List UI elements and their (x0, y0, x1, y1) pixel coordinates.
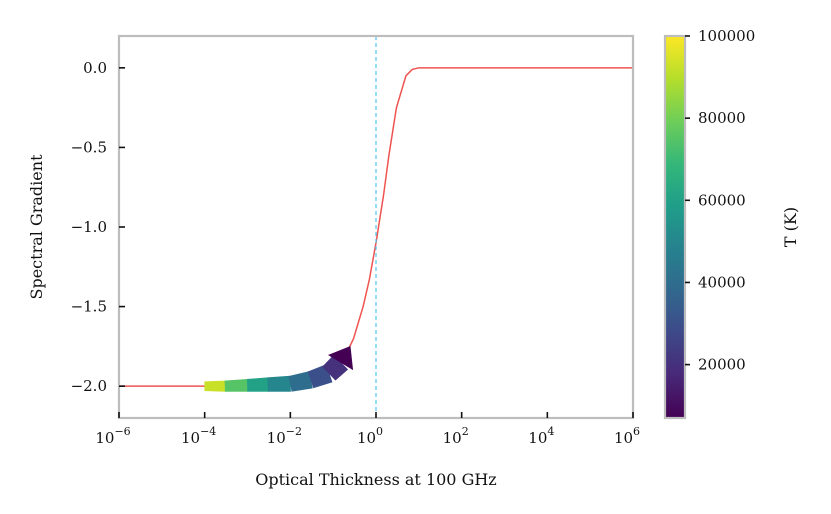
y-tick-label: −1.5 (71, 298, 107, 316)
colorbar-tick-label: 60000 (698, 191, 746, 209)
x-axis-label: Optical Thickness at 100 GHz (255, 470, 496, 489)
y-tick-label: −2.0 (71, 377, 107, 395)
x-tick-label: 102 (443, 425, 469, 447)
colorbar-tick-label: 80000 (698, 109, 746, 127)
arrow-segment (224, 378, 249, 392)
arrow-segment (204, 380, 226, 392)
arrow-segment (267, 375, 291, 392)
y-tick-label: −1.0 (71, 218, 107, 236)
y-axis-label: Spectral Gradient (27, 154, 46, 300)
x-tick-label: 10−4 (181, 425, 216, 447)
y-tick-label: −0.5 (71, 138, 107, 156)
colorbar-tick-label: 20000 (698, 356, 746, 374)
y-tick-label: 0.0 (83, 59, 107, 77)
x-tick-label: 100 (357, 425, 383, 447)
arrow-head (328, 345, 354, 371)
x-tick-label: 106 (614, 425, 640, 447)
colorbar-label: T (K) (781, 207, 800, 247)
arrow-segment (246, 377, 269, 392)
colorbar-tick-label: 100000 (698, 27, 755, 45)
colorbar-frame (663, 34, 687, 420)
colorbar-tick-label: 40000 (698, 273, 746, 291)
x-tick-label: 10−6 (95, 425, 130, 447)
colorbar-gradient (665, 36, 685, 418)
x-tick-label: 104 (528, 425, 554, 447)
x-tick-label: 10−2 (267, 425, 302, 447)
